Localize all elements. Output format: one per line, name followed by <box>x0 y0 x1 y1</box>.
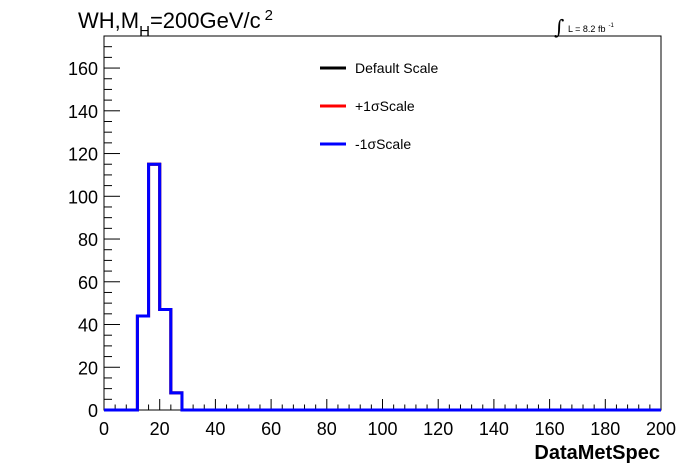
x-axis-title: DataMetSpec <box>534 442 660 464</box>
x-tick-label: 40 <box>205 419 225 439</box>
y-tick-label: 120 <box>68 145 98 165</box>
x-tick-label: 200 <box>646 419 676 439</box>
y-tick-label: 40 <box>78 316 98 336</box>
legend-label: -1σScale <box>355 136 411 152</box>
series-layer <box>104 162 661 412</box>
x-tick-label: 0 <box>99 419 109 439</box>
legend: Default Scale +1σScale -1σScale <box>320 60 438 152</box>
x-tick-label: 160 <box>535 419 565 439</box>
title-subscript: H <box>139 23 150 40</box>
title-prefix: WH,M <box>78 8 139 33</box>
x-tick-label: 140 <box>479 419 509 439</box>
y-tick-label: 80 <box>78 230 98 250</box>
x-tick-label: 80 <box>317 419 337 439</box>
y-tick-label: 0 <box>88 401 98 421</box>
y-tick-label: 20 <box>78 358 98 378</box>
series-line--1-scale <box>104 162 661 412</box>
x-tick-label: 120 <box>423 419 453 439</box>
legend-label: Default Scale <box>355 60 438 76</box>
legend-label: +1σScale <box>355 98 415 114</box>
x-tick-label: 60 <box>261 419 281 439</box>
luminosity-label: L = 8.2 fb -1 <box>568 23 614 34</box>
y-tick-label: 100 <box>68 187 98 207</box>
x-tick-label: 100 <box>367 419 397 439</box>
y-axis: 0 20 40 60 80 100 120 140 160 <box>68 35 120 421</box>
luminosity-integral: ∫ <box>554 15 564 39</box>
title-middle: =200GeV/c <box>150 8 261 33</box>
chart-title: WH,MH=200GeV/c 2 <box>78 7 273 40</box>
y-tick-label: 60 <box>78 273 98 293</box>
x-tick-label: 20 <box>150 419 170 439</box>
luminosity-superscript: -1 <box>608 23 614 29</box>
x-tick-label: 180 <box>590 419 620 439</box>
y-tick-label: 160 <box>68 59 98 79</box>
luminosity-text: L = 8.2 fb <box>568 24 605 34</box>
y-tick-label: 140 <box>68 102 98 122</box>
title-superscript: 2 <box>265 7 273 24</box>
